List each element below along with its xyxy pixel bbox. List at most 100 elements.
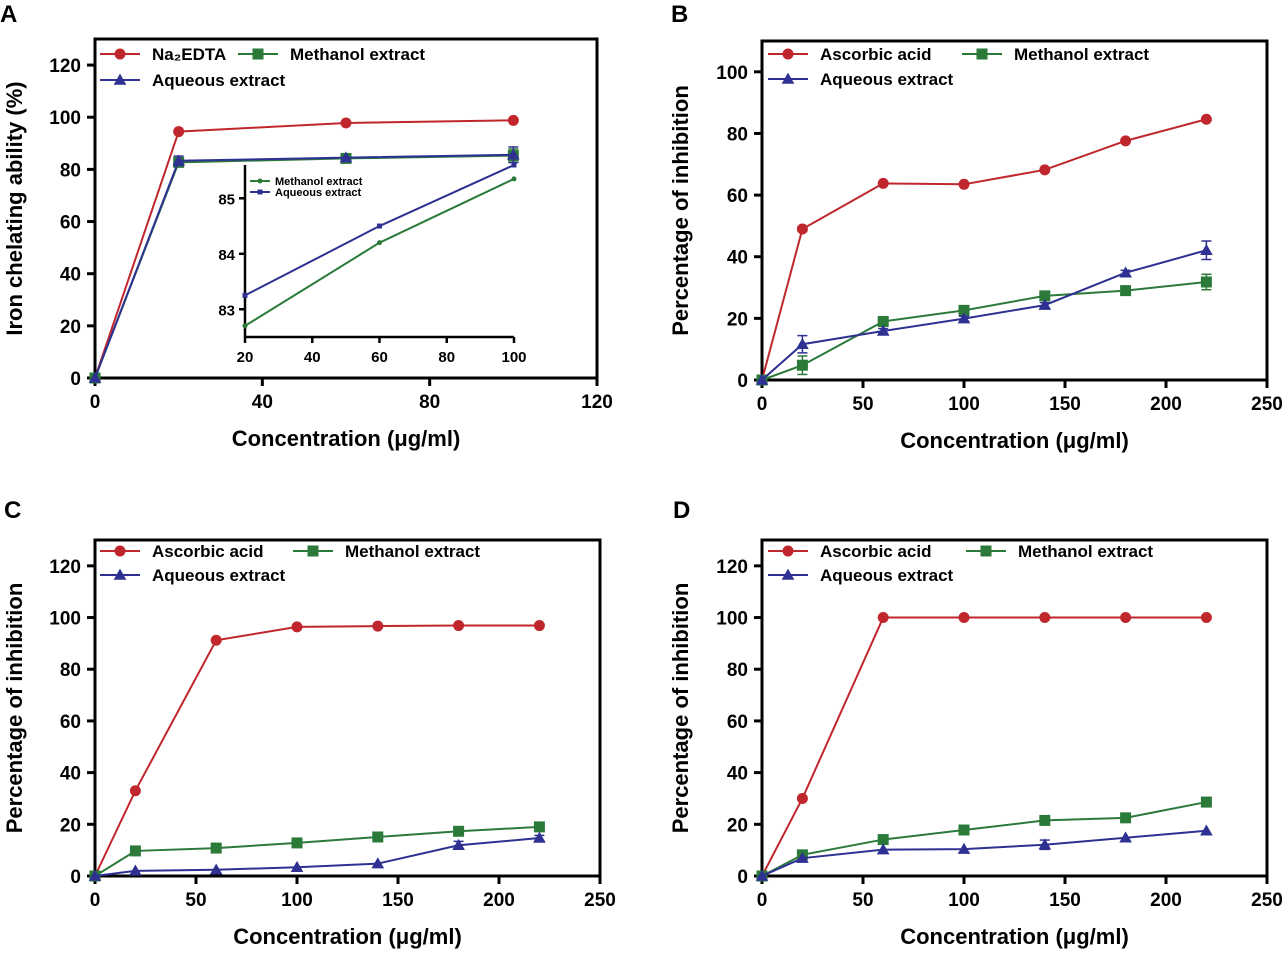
legend-label: Methanol extract xyxy=(345,542,480,561)
legend-item: Na₂EDTA xyxy=(100,45,226,64)
data-point xyxy=(796,337,809,349)
plot-frame xyxy=(93,37,599,380)
inset-x-tick-label: 20 xyxy=(237,349,254,366)
panel-letter: D xyxy=(673,497,690,524)
legend-item: Aqueous extract xyxy=(768,70,954,89)
series-line xyxy=(94,837,540,877)
data-point xyxy=(372,620,384,632)
data-point xyxy=(173,126,185,138)
data-point xyxy=(755,373,769,385)
inset-data-point xyxy=(242,292,248,298)
y-tick-label: 100 xyxy=(49,108,81,129)
series-methanol-extract xyxy=(756,796,1212,882)
y-tick-label: 40 xyxy=(60,764,81,785)
data-point xyxy=(1039,612,1051,624)
data-point xyxy=(877,315,889,327)
data-point xyxy=(796,851,809,863)
y-tick-label: 40 xyxy=(60,265,81,286)
plot-frame xyxy=(760,538,1269,878)
inset-legend-label: Aqueous extract xyxy=(275,187,362,199)
y-tick-label: 80 xyxy=(727,660,748,681)
data-point xyxy=(291,621,303,633)
x-tick-label: 150 xyxy=(1049,890,1081,911)
x-tick-label: 120 xyxy=(581,392,613,413)
data-point xyxy=(796,359,808,371)
legend-label: Aqueous extract xyxy=(820,70,954,89)
data-point xyxy=(88,869,102,881)
legend: Ascorbic acid Methanol extract Aqueous ext… xyxy=(100,542,480,585)
series-methanol-extract xyxy=(756,273,1212,386)
legend-label: Methanol extract xyxy=(290,45,425,64)
x-tick-label: 0 xyxy=(757,394,768,415)
data-point xyxy=(172,154,185,166)
inset-data-point xyxy=(242,323,248,329)
series-ascorbic-acid xyxy=(756,113,1212,386)
inset-legend-marker xyxy=(257,189,263,195)
data-point xyxy=(1039,164,1051,176)
x-tick-label: 150 xyxy=(1049,394,1081,415)
y-tick-label: 60 xyxy=(60,712,81,733)
y-tick-label: 60 xyxy=(60,213,81,234)
data-point xyxy=(957,312,971,324)
inset-y-tick-label: 85 xyxy=(218,191,235,208)
inset-data-point xyxy=(511,162,517,168)
series-methanol-extract xyxy=(89,821,545,882)
data-point xyxy=(1120,812,1132,824)
data-point xyxy=(1200,612,1212,624)
y-tick-label: 60 xyxy=(727,186,748,207)
x-tick-label: 80 xyxy=(419,392,440,413)
inset-y-tick-label: 83 xyxy=(218,302,235,319)
data-point xyxy=(339,151,353,163)
x-axis-title: Concentration (μg/ml) xyxy=(900,428,1129,453)
data-point xyxy=(958,178,970,190)
x-tick-label: 100 xyxy=(948,394,980,415)
data-point xyxy=(877,612,889,624)
data-point xyxy=(1200,824,1213,836)
series-line xyxy=(94,825,540,877)
x-tick-label: 200 xyxy=(1150,890,1182,911)
series-aqueous-extract xyxy=(88,831,546,881)
inset-legend-marker xyxy=(257,178,263,184)
y-tick-label: 100 xyxy=(716,63,748,84)
x-tick-label: 40 xyxy=(252,392,273,413)
legend-label: Aqueous extract xyxy=(820,566,954,585)
legend: Ascorbic acid Methanol extract Aqueous ext… xyxy=(768,45,1149,89)
x-tick-label: 250 xyxy=(584,890,616,911)
data-point xyxy=(372,831,384,843)
data-point xyxy=(533,620,545,632)
data-point xyxy=(1200,276,1212,288)
legend-marker xyxy=(781,568,795,580)
data-point xyxy=(958,304,970,316)
series-line xyxy=(94,624,540,877)
x-tick-label: 50 xyxy=(852,394,873,415)
data-point xyxy=(452,838,465,850)
legend-marker xyxy=(114,545,126,557)
panel-letter: C xyxy=(4,497,21,524)
y-axis-title: Percentage of inhibition xyxy=(668,85,693,336)
y-tick-label: 120 xyxy=(49,56,81,77)
plot-frame xyxy=(760,39,1269,382)
data-point xyxy=(129,785,141,797)
x-tick-label: 100 xyxy=(281,890,313,911)
x-tick-label: 0 xyxy=(757,890,768,911)
data-point xyxy=(957,842,971,854)
plot-frame xyxy=(93,538,602,878)
data-point xyxy=(1039,290,1051,302)
legend-item: Methanol extract xyxy=(238,45,425,64)
y-tick-label: 0 xyxy=(737,867,748,888)
inset-series-line xyxy=(244,177,515,327)
y-tick-label: 20 xyxy=(727,815,748,836)
data-point xyxy=(877,177,889,189)
data-point xyxy=(210,634,222,646)
y-tick-label: 80 xyxy=(60,660,81,681)
x-tick-label: 50 xyxy=(185,890,206,911)
legend-item: Aqueous extract xyxy=(100,566,286,585)
data-point xyxy=(291,837,303,849)
inset-data-point xyxy=(377,240,382,246)
inset-x-tick-label: 40 xyxy=(304,349,321,366)
inset-series-methanol-extract: Methanol extract xyxy=(242,176,517,329)
panel-a: A 0 40 80 120 0 20 40 60 80 100 120 Concentration (μ… xyxy=(0,1,613,451)
data-point xyxy=(755,869,769,881)
x-tick-label: 0 xyxy=(90,890,101,911)
